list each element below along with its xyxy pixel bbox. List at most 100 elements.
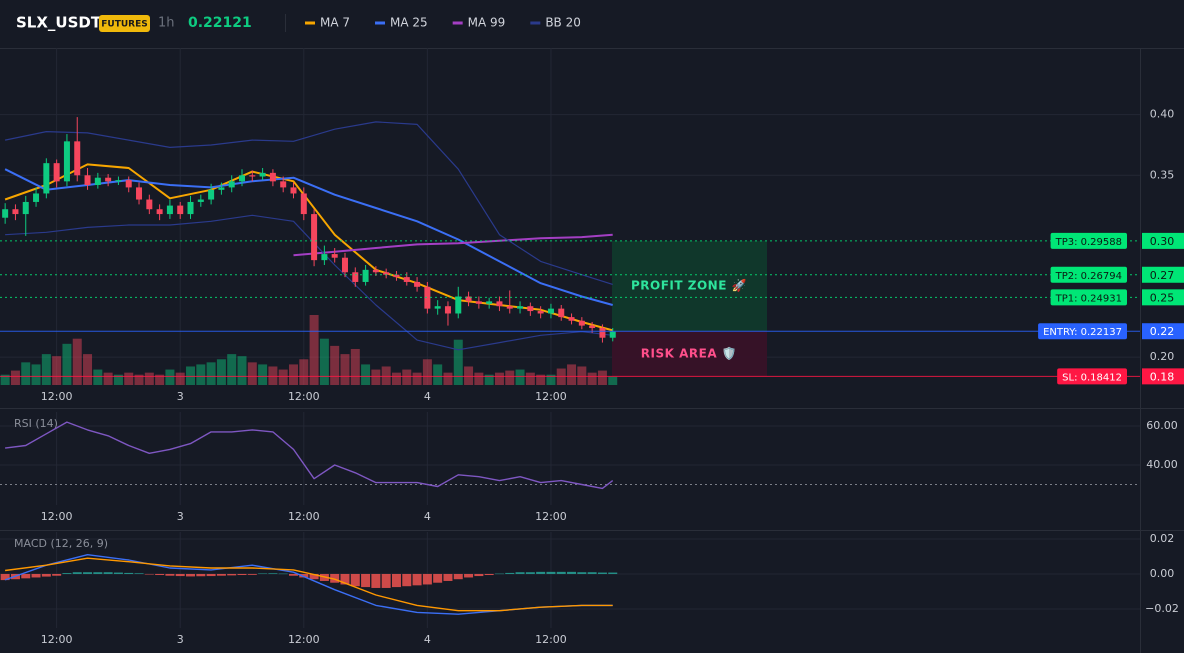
- histogram-bar: [525, 572, 535, 574]
- x-tick-label: 12:00: [288, 390, 320, 403]
- candle-body: [321, 254, 328, 261]
- histogram-bar: [515, 572, 525, 574]
- volume-bar: [268, 366, 278, 385]
- volume-bar: [412, 372, 422, 385]
- histogram-bar: [391, 573, 401, 588]
- candle-body: [465, 296, 472, 302]
- histogram-bar: [330, 573, 340, 583]
- histogram-bar: [175, 573, 185, 577]
- candle-body: [94, 177, 101, 185]
- volume-bar: [422, 359, 432, 385]
- legend-label: MA 99: [468, 16, 506, 30]
- x-tick-label: 3: [177, 510, 184, 523]
- histogram-bar: [62, 573, 72, 574]
- volume-bar: [299, 359, 309, 385]
- y-tick-label: −0.02: [1145, 602, 1179, 615]
- level-label: TP1: 0.24931: [1055, 293, 1122, 304]
- candle-body: [2, 209, 9, 218]
- x-tick-label: 4: [424, 510, 431, 523]
- candle-body: [146, 199, 153, 210]
- axis-label: 0.22: [1150, 325, 1175, 338]
- legend-label: MA 25: [390, 16, 428, 30]
- level-label-bg: [1050, 232, 1127, 249]
- axis-label-bg: [1142, 289, 1184, 306]
- zone-label: PROFIT ZONE 🚀: [631, 279, 747, 293]
- candle-body: [239, 175, 246, 182]
- volume-bar: [474, 372, 484, 385]
- level-label: TP2: 0.26794: [1055, 271, 1122, 282]
- x-tick-label: 12:00: [288, 633, 320, 646]
- volume-bar: [309, 315, 319, 385]
- candle-body: [403, 277, 410, 282]
- histogram-bar: [309, 573, 319, 580]
- histogram-bar: [0, 573, 10, 581]
- indicator-line: [5, 557, 613, 612]
- volume-bar: [113, 374, 123, 385]
- histogram-bar: [186, 573, 196, 577]
- histogram-bar: [103, 572, 113, 574]
- histogram-bar: [577, 572, 587, 574]
- x-tick-label: 12:00: [535, 510, 567, 523]
- volume-bar: [288, 364, 298, 385]
- candle-body: [475, 301, 482, 304]
- y-tick-label: 0.02: [1150, 532, 1175, 545]
- volume-bar: [175, 372, 185, 385]
- candle-body: [259, 172, 266, 177]
- zone: [612, 240, 767, 332]
- histogram-bar: [268, 573, 278, 574]
- y-tick-label: 0.00: [1150, 567, 1175, 580]
- candle-body: [300, 193, 307, 215]
- level-label-bg: [1050, 289, 1127, 306]
- histogram-bar: [299, 573, 309, 578]
- volume-bar: [340, 354, 350, 385]
- candle-body: [599, 328, 606, 338]
- legend-label: BB 20: [545, 16, 581, 30]
- candle-body: [228, 181, 235, 188]
- axis-label: 0.27: [1150, 269, 1175, 282]
- candle-body: [280, 181, 287, 188]
- level-label-bg: [1057, 368, 1127, 385]
- volume-bar: [443, 372, 453, 385]
- volume-bar: [505, 370, 515, 385]
- histogram-bar: [124, 572, 134, 574]
- histogram-bar: [464, 573, 474, 578]
- candle-body: [208, 189, 215, 200]
- histogram-bar: [113, 572, 123, 574]
- candle-body: [517, 306, 524, 309]
- candle-body: [496, 301, 503, 307]
- candle-body: [115, 180, 122, 182]
- histogram-bar: [93, 572, 103, 574]
- volume-bar: [453, 339, 463, 385]
- histogram-bar: [258, 573, 268, 574]
- candle-body: [218, 187, 225, 190]
- volume-bar: [577, 366, 587, 385]
- volume-bar: [41, 354, 51, 385]
- volume-bar: [525, 372, 535, 385]
- volume-bar: [402, 369, 412, 385]
- candle-body: [547, 308, 554, 314]
- candle-body: [537, 311, 544, 314]
- volume-bar: [608, 376, 618, 385]
- candle-body: [269, 172, 276, 182]
- candle-body: [12, 209, 19, 215]
- histogram-bar: [278, 573, 288, 575]
- candle-body: [156, 209, 163, 215]
- candle-body: [383, 272, 390, 275]
- volume-bar: [216, 359, 226, 385]
- candle-body: [352, 272, 359, 282]
- histogram-bar: [206, 573, 216, 577]
- candle-body: [341, 257, 348, 273]
- histogram-bar: [247, 573, 257, 575]
- y-tick-label: 0.20: [1150, 350, 1175, 363]
- panel-title: RSI (14): [14, 417, 58, 430]
- volume-bar: [567, 364, 577, 385]
- histogram-bar: [608, 572, 618, 574]
- histogram-bar: [144, 573, 154, 575]
- panel-title: MACD (12, 26, 9): [14, 537, 108, 550]
- x-tick-label: 12:00: [288, 510, 320, 523]
- histogram-bar: [433, 573, 443, 583]
- volume-bar: [62, 343, 72, 385]
- volume-bar: [587, 372, 597, 385]
- volume-bar: [361, 364, 371, 385]
